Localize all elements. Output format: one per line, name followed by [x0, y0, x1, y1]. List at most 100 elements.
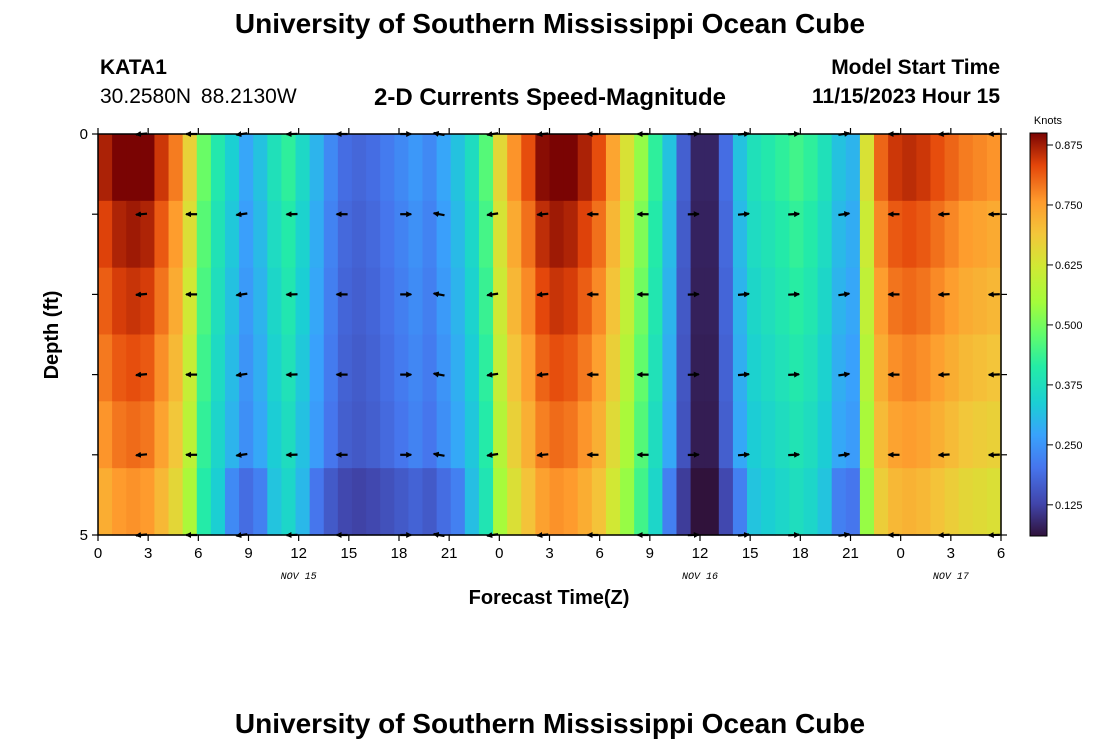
heatmap-cell — [775, 267, 790, 336]
heatmap-cell — [958, 134, 974, 202]
heatmap-cell — [662, 401, 678, 469]
current-arrow — [937, 451, 950, 458]
heatmap-cell — [789, 468, 805, 536]
heatmap-cell — [521, 468, 536, 536]
heatmap-cell — [859, 267, 875, 336]
heatmap-cell — [394, 134, 410, 202]
heatmap-cell — [210, 401, 226, 469]
heatmap-cell — [747, 134, 762, 202]
colorbar-tick-label: 0.250 — [1055, 440, 1083, 452]
heatmap-cell — [817, 267, 833, 336]
heatmap-cell — [394, 468, 410, 536]
heatmap-cell — [648, 200, 663, 269]
heatmap-cell — [351, 267, 367, 336]
heatmap-cell — [902, 200, 917, 269]
heatmap-cell — [253, 134, 268, 202]
heatmap-cell — [253, 401, 268, 469]
heatmap-cell — [295, 200, 311, 269]
heatmap-cell — [224, 334, 240, 402]
heatmap-cell — [521, 334, 536, 402]
heatmap-cell — [450, 468, 466, 536]
heatmap-cell — [182, 334, 198, 402]
current-arrow — [135, 451, 148, 458]
heatmap-cell — [817, 334, 833, 402]
heatmap-cell — [676, 401, 692, 469]
x-tick-label: 15 — [340, 545, 357, 562]
heatmap-cell — [831, 401, 847, 469]
heatmap-cell — [789, 134, 805, 202]
current-arrow — [432, 451, 445, 458]
heatmap-cell — [577, 200, 593, 269]
heatmap-cell — [620, 334, 635, 402]
heatmap-cell — [436, 267, 452, 336]
heatmap-cell — [478, 401, 494, 469]
heatmap-cell — [309, 267, 325, 336]
heatmap-cell — [563, 267, 579, 336]
heatmap-cell — [112, 401, 127, 469]
heatmap-cell — [958, 468, 974, 536]
heatmap-cell — [126, 200, 141, 269]
heatmap-cell — [718, 200, 734, 269]
heatmap-cell — [478, 200, 494, 269]
heatmap-cell — [817, 468, 833, 536]
heatmap-cell — [888, 334, 903, 402]
heatmap-cell — [210, 267, 226, 336]
current-arrow — [135, 291, 148, 298]
current-arrow — [536, 371, 549, 378]
heatmap-cell — [422, 401, 438, 469]
currents-chart: 0 3 6 9 12 15 18 21 0 3 6 9 12 15 18 21 0 3 6 05 NOV 15 NOV… — [41, 115, 1083, 609]
heatmap-cell — [450, 334, 466, 402]
heatmap-cell — [126, 134, 141, 202]
heatmap-cell — [464, 334, 480, 402]
heatmap-cell — [986, 334, 1002, 402]
heatmap-cell — [295, 134, 311, 202]
heatmap-cell — [944, 334, 960, 402]
heatmap-cell — [337, 134, 353, 202]
heatmap-cell — [620, 134, 635, 202]
heatmap-cell — [648, 334, 663, 402]
heatmap-cell — [549, 334, 565, 402]
heatmap-cell — [916, 401, 932, 469]
heatmap-cell — [930, 334, 946, 402]
heatmap-cell — [309, 401, 325, 469]
heatmap-cell — [168, 267, 184, 336]
colorbar-tick-label: 0.500 — [1055, 320, 1083, 332]
heatmap-cell — [493, 134, 508, 202]
heatmap-cell — [126, 334, 141, 402]
heatmap-cell — [605, 134, 621, 202]
heatmap-cell — [408, 200, 424, 269]
heatmap-cell — [930, 401, 946, 469]
current-arrow — [135, 211, 148, 218]
x-tick-label: 21 — [842, 545, 859, 562]
heatmap-cell — [972, 334, 988, 402]
heatmap-cell — [775, 401, 790, 469]
heatmap-cell — [351, 468, 367, 536]
heatmap-cell — [761, 134, 776, 202]
heatmap-cell — [535, 267, 551, 336]
x-axis-title: Forecast Time(Z) — [469, 587, 630, 609]
heatmap-cell — [718, 134, 734, 202]
colorbar-tick-label: 0.125 — [1055, 500, 1083, 512]
heatmap-cell — [958, 334, 974, 402]
heatmap-cell — [112, 134, 127, 202]
current-arrow — [432, 371, 445, 378]
heatmap-cell — [168, 334, 184, 402]
heatmap-cell — [944, 468, 960, 536]
heatmap-cell — [944, 200, 960, 269]
heatmap-cell — [450, 200, 466, 269]
heatmap-cell — [436, 401, 452, 469]
heatmap-cell — [464, 468, 480, 536]
x-ticks: 0 3 6 9 12 15 18 21 0 3 6 9 12 15 18 21 0 3 6 — [94, 128, 1005, 562]
heatmap-cell — [902, 134, 917, 202]
heatmap-cell — [718, 334, 734, 402]
heatmap-cell — [493, 468, 508, 536]
heatmap-cell — [831, 134, 847, 202]
heatmap-cell — [366, 401, 381, 469]
heatmap-cell — [690, 134, 706, 202]
heatmap-cell — [224, 468, 240, 536]
heatmap-cell — [704, 267, 720, 336]
heatmap-cell — [366, 134, 381, 202]
heatmap-cell — [972, 267, 988, 336]
heatmap-cell — [803, 200, 819, 269]
heatmap-cell — [408, 334, 424, 402]
